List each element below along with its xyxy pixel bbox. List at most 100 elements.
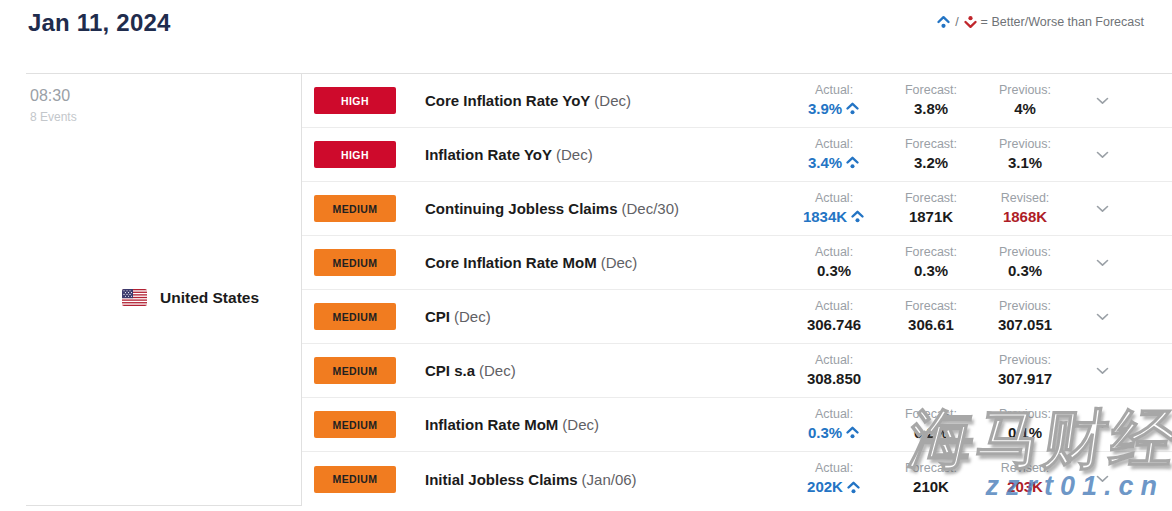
event-row[interactable]: MEDIUM CPI s.a(Dec) Actual:308.850Previo… xyxy=(302,344,1172,398)
value-label: Forecast: xyxy=(905,246,957,260)
event-row[interactable]: HIGH Core Inflation Rate YoY(Dec) Actual… xyxy=(302,74,1172,128)
country-block: United States xyxy=(122,90,259,505)
value: 4% xyxy=(1014,101,1036,118)
impact-badge: HIGH xyxy=(314,141,396,168)
value-columns: Actual:202KForecast:210KRevised:203K xyxy=(784,462,1072,495)
value-label: Revised: xyxy=(1001,192,1050,206)
better-icon xyxy=(843,481,861,494)
value: 306.746 xyxy=(807,317,861,334)
value-label: Revised: xyxy=(1001,462,1050,476)
value-text: 308.850 xyxy=(807,371,861,388)
value-text: 0.2% xyxy=(914,425,948,442)
value-label: Actual: xyxy=(815,84,853,98)
event-title: Inflation Rate YoY xyxy=(425,146,552,163)
chevron-down-icon[interactable] xyxy=(1092,475,1112,483)
value: 3.2% xyxy=(914,155,948,172)
chevron-down-icon[interactable] xyxy=(1092,151,1112,159)
value-columns: Actual:1834KForecast:1871KRevised:1868K xyxy=(784,192,1072,225)
impact-badge: MEDIUM xyxy=(314,357,396,384)
value-label: Forecast: xyxy=(905,138,957,152)
value-column: Forecast: 3.2% xyxy=(884,138,978,171)
event-name: Core Inflation Rate MoM(Dec) xyxy=(425,254,637,271)
event-date: (Dec) xyxy=(601,254,638,271)
event-title: CPI s.a xyxy=(425,362,475,379)
calendar-header: Jan 11, 2024 / = Better/Worse than Forec… xyxy=(0,0,1172,73)
time-country-cell: 08:30 8 Events xyxy=(26,74,302,505)
event-row[interactable]: MEDIUM Core Inflation Rate MoM(Dec) Actu… xyxy=(302,236,1172,290)
event-row[interactable]: MEDIUM CPI(Dec) Actual:306.746Forecast:3… xyxy=(302,290,1172,344)
value-text: 203K xyxy=(1007,479,1043,496)
event-title: CPI xyxy=(425,308,450,325)
event-row[interactable]: HIGH Inflation Rate YoY(Dec) Actual:3.4%… xyxy=(302,128,1172,182)
value-column: Actual:0.3% xyxy=(784,408,884,441)
value-columns: Actual: 308.850 Previous: 307.917 xyxy=(784,354,1072,387)
event-date: (Dec) xyxy=(594,92,631,109)
value-label: Actual: xyxy=(815,138,853,152)
value-column: Actual:202K xyxy=(784,462,884,495)
value-label: Previous: xyxy=(999,138,1051,152)
chevron-down-icon[interactable] xyxy=(1092,259,1112,267)
value-text: 306.746 xyxy=(807,317,861,334)
value-text: 306.61 xyxy=(908,317,954,334)
value-label: Actual: xyxy=(815,354,853,368)
event-title: Core Inflation Rate MoM xyxy=(425,254,597,271)
event-row[interactable]: MEDIUM Continuing Jobless Claims(Dec/30)… xyxy=(302,182,1172,236)
value-label: Forecast: xyxy=(905,300,957,314)
value-label: Actual: xyxy=(815,192,853,206)
value-column: Actual:0.3% xyxy=(784,246,884,279)
value-label: Previous: xyxy=(999,84,1051,98)
chevron-down-icon[interactable] xyxy=(1092,421,1112,429)
value-label: Previous: xyxy=(999,300,1051,314)
value-text: 307.051 xyxy=(998,317,1052,334)
value-column: Actual:3.4% xyxy=(784,138,884,171)
value: 3.1% xyxy=(1008,155,1042,172)
event-row[interactable]: MEDIUM Initial Jobless Claims(Jan/06) Ac… xyxy=(302,452,1172,506)
value-column: Actual:306.746 xyxy=(784,300,884,333)
value: 210K xyxy=(913,479,949,496)
value-text: 0.3% xyxy=(817,263,851,280)
better-icon xyxy=(842,102,860,115)
event-count: 8 Events xyxy=(30,110,122,124)
value: 0.3% xyxy=(817,263,851,280)
value-text: 202K xyxy=(807,479,843,496)
value-text: 1871K xyxy=(909,209,953,226)
value-label: Previous: xyxy=(999,354,1051,368)
event-name: Initial Jobless Claims(Jan/06) xyxy=(425,471,637,488)
value: 0.3% xyxy=(808,425,860,442)
value-text: 210K xyxy=(913,479,949,496)
event-date: (Dec) xyxy=(454,308,491,325)
value-columns: Actual:3.9%Forecast:3.8%Previous:4% xyxy=(784,84,1072,117)
value-column: Forecast:1871K xyxy=(884,192,978,225)
event-title: Continuing Jobless Claims xyxy=(425,200,618,217)
chevron-down-icon[interactable] xyxy=(1092,313,1112,321)
value-column: Forecast:3.8% xyxy=(884,84,978,117)
chevron-down-icon[interactable] xyxy=(1092,205,1112,213)
event-date: (Dec) xyxy=(556,146,593,163)
event-name: Inflation Rate MoM(Dec) xyxy=(425,416,599,433)
event-row[interactable]: MEDIUM Inflation Rate MoM(Dec) Actual:0.… xyxy=(302,398,1172,452)
value: 307.917 xyxy=(998,371,1052,388)
value-column xyxy=(884,369,978,372)
chevron-down-icon[interactable] xyxy=(1092,97,1112,105)
value: 1834K xyxy=(803,209,865,226)
impact-badge: MEDIUM xyxy=(314,411,396,438)
legend-text: = Better/Worse than Forecast xyxy=(981,15,1144,29)
value-text: 0.3% xyxy=(1008,263,1042,280)
chevron-down-icon[interactable] xyxy=(1092,367,1112,375)
value-columns: Actual:306.746 Forecast: 306.61 Previous: 30… xyxy=(784,300,1072,333)
value-text: 3.2% xyxy=(914,155,948,172)
country-name: United States xyxy=(160,289,259,307)
event-date: (Dec) xyxy=(562,416,599,433)
value-label: Previous: xyxy=(999,408,1051,422)
worse-icon xyxy=(963,15,978,29)
better-icon xyxy=(847,210,865,223)
event-rows: HIGH Core Inflation Rate YoY(Dec) Actual… xyxy=(302,74,1172,505)
value-column: Forecast:0.2% xyxy=(884,408,978,441)
value: 203K xyxy=(1007,479,1043,496)
value-column: Revised: 203K xyxy=(978,462,1072,495)
value-text: 0.3% xyxy=(808,425,842,442)
value-text: 0.1% xyxy=(1008,425,1042,442)
value: 202K xyxy=(807,479,861,496)
value-text: 0.3% xyxy=(914,263,948,280)
value: 3.8% xyxy=(914,101,948,118)
